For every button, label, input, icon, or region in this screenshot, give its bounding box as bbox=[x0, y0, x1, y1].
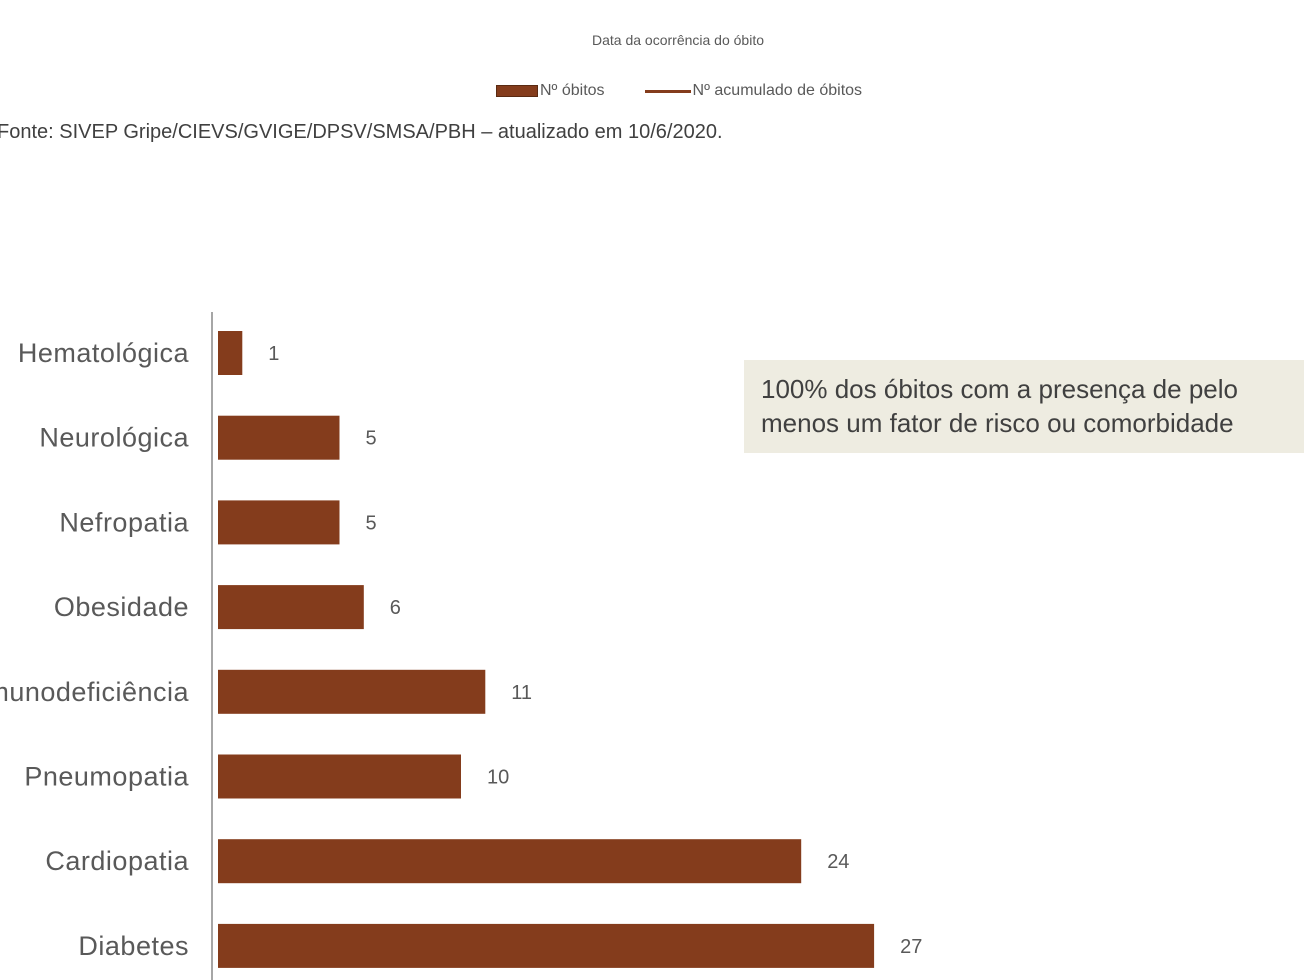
data-label: 1 bbox=[268, 343, 279, 365]
category-label: Obesidade bbox=[54, 592, 189, 622]
data-label: 24 bbox=[827, 851, 849, 873]
category-label: Pneumopatia bbox=[24, 762, 189, 792]
bar-4 bbox=[218, 669, 486, 714]
callout-box: 100% dos óbitos com a presença de pelo m… bbox=[744, 360, 1304, 453]
bar-2 bbox=[218, 500, 340, 545]
bar-7 bbox=[218, 923, 875, 968]
bar-0 bbox=[218, 331, 243, 375]
category-label: Hematológica bbox=[18, 338, 190, 368]
top-chart-tick-fragments bbox=[0, 0, 1304, 8]
top-chart-x-axis-title: Data da ocorrência do óbito bbox=[592, 32, 764, 48]
legend-line-swatch bbox=[644, 89, 691, 93]
data-label: 11 bbox=[511, 682, 532, 704]
top-chart-legend: Nº óbitos Nº acumulado de óbitos bbox=[496, 82, 862, 100]
data-label: 5 bbox=[366, 428, 377, 450]
bar-1 bbox=[218, 415, 340, 460]
category-label: Neurológica bbox=[39, 423, 189, 453]
legend-line-label: Nº acumulado de óbitos bbox=[692, 82, 863, 99]
source-note: Fonte: SIVEP Gripe/CIEVS/GVIGE/DPSV/SMSA… bbox=[0, 121, 723, 143]
data-label: 6 bbox=[390, 597, 401, 619]
bar-5 bbox=[218, 754, 461, 799]
category-label: Nefropatia bbox=[59, 507, 189, 537]
bar-6 bbox=[218, 839, 802, 884]
data-label: 10 bbox=[487, 767, 509, 789]
comorbidity-bar-chart: Hematológica 1 Neurológica 5 Nefropatia 5 Obes… bbox=[0, 312, 922, 980]
legend-bar-swatch bbox=[496, 85, 538, 97]
category-label: Diabetes bbox=[78, 931, 189, 961]
bar-3 bbox=[218, 585, 364, 630]
category-label: Cardiopatia bbox=[45, 846, 189, 876]
category-label: Imunodeficiência bbox=[0, 677, 189, 707]
data-label: 27 bbox=[900, 936, 922, 958]
data-label: 5 bbox=[366, 512, 377, 534]
legend-bar-label: Nº óbitos bbox=[540, 82, 605, 99]
